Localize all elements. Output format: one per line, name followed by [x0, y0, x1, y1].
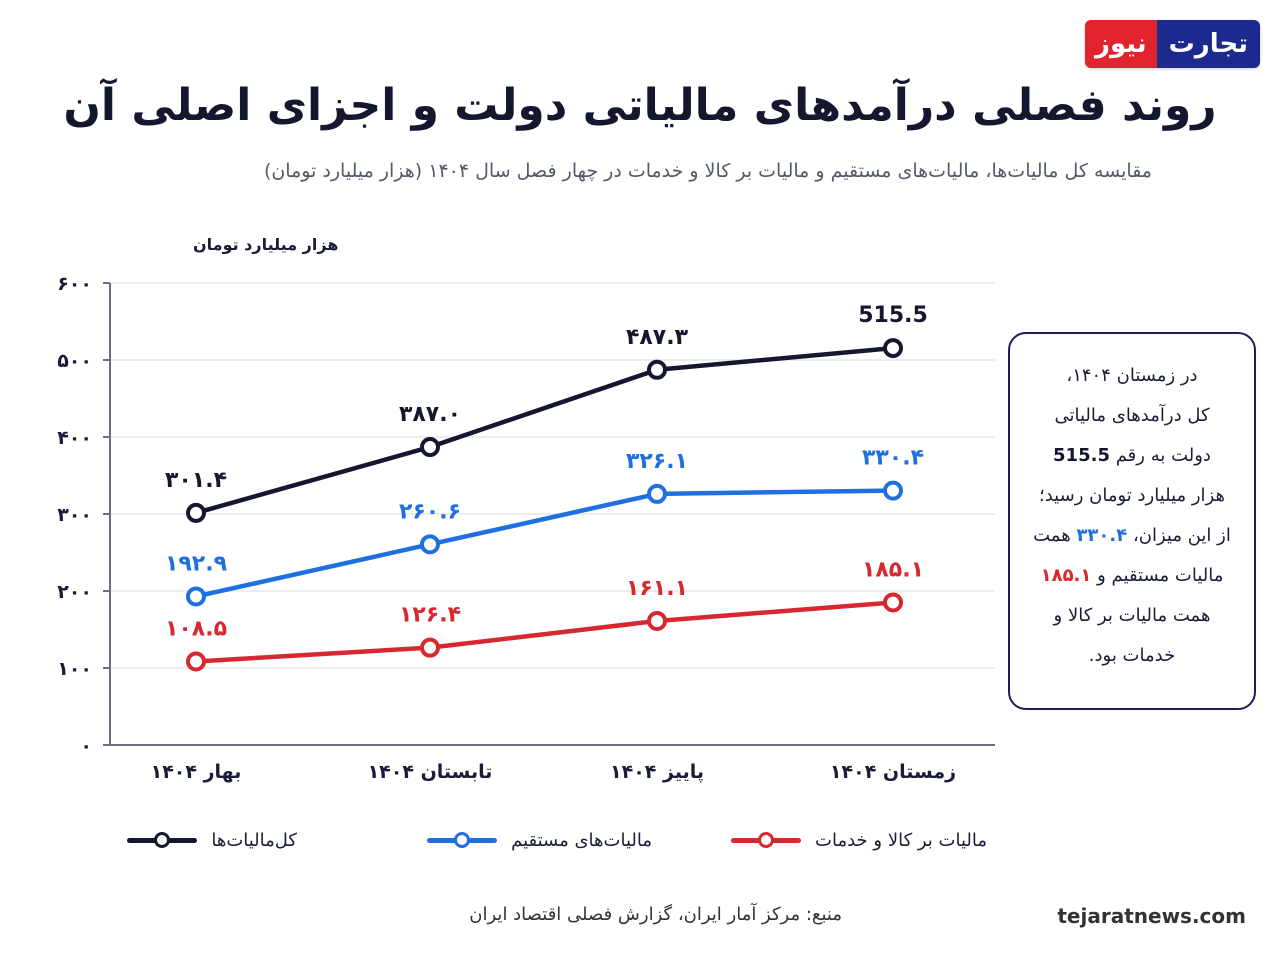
y-tick-label: ۰	[80, 735, 92, 757]
page-subtitle: مقایسه کل مالیات‌ها، مالیات‌های مستقیم و…	[263, 160, 1152, 182]
y-tick-label: ۶۰۰	[57, 273, 92, 295]
data-point-goods	[647, 610, 667, 631]
callout-goods-value: ۱۸۵.۱	[1040, 565, 1092, 586]
data-point-goods	[883, 592, 903, 613]
legend-item-direct: مالیات‌های مستقیم	[427, 820, 652, 860]
data-label-goods: ۱۶۱.۱	[626, 576, 688, 601]
data-label-total: ۴۸۷.۳	[626, 325, 689, 350]
y-axis-title: هزار میلیارد تومان	[193, 235, 338, 254]
y-tick-label: ۲۰۰	[57, 581, 92, 603]
x-tick-label: تابستان ۱۴۰۴	[368, 761, 493, 783]
logo-part-news: نیوز	[1084, 20, 1157, 68]
data-label-direct: ۲۶۰.۶	[399, 499, 461, 524]
page-title: روند فصلی درآمدهای مالیاتی دولت و اجزای …	[63, 80, 1217, 131]
data-label-direct: ۱۹۲.۹	[165, 551, 227, 576]
x-tick-label: بهار ۱۴۰۴	[151, 761, 242, 783]
data-point-total	[647, 359, 667, 380]
callout-line-6: مالیات مستقیم و ۱۸۵.۱	[1040, 565, 1224, 586]
brand-logo: نیوز تجارت	[1084, 20, 1260, 68]
legend-label-direct: مالیات‌های مستقیم	[511, 829, 652, 851]
data-point-goods	[186, 651, 206, 672]
callout-box: در زمستان ۱۴۰۴، کل درآمدهای مالیاتی دولت…	[1008, 332, 1256, 710]
data-label-goods: ۱۰۸.۵	[165, 616, 227, 641]
callout-direct-value: ۳۳۰.۴	[1076, 525, 1128, 546]
data-label-goods: ۱۸۵.۱	[862, 557, 924, 582]
data-point-total	[883, 338, 903, 359]
data-point-total	[420, 437, 440, 458]
data-label-total: ۳۸۷.۰	[399, 402, 461, 427]
legend-item-total: کل‌مالیات‌ها	[127, 820, 297, 860]
data-point-direct	[420, 534, 440, 555]
data-point-direct	[883, 480, 903, 501]
data-point-goods	[420, 637, 440, 658]
legend-item-goods: مالیات بر کالا و خدمات	[731, 820, 987, 860]
callout-line-4: هزار میلیارد تومان رسید؛	[1039, 485, 1225, 506]
site-url[interactable]: tejaratnews.com	[1057, 904, 1246, 928]
callout-line-1: در زمستان ۱۴۰۴،	[1066, 365, 1198, 386]
data-label-goods: ۱۲۶.۴	[399, 603, 461, 628]
y-tick-label: ۵۰۰	[57, 350, 92, 372]
callout-line-3: دولت به رقم 515.5	[1053, 445, 1211, 466]
data-label-direct: ۳۲۶.۱	[626, 449, 688, 474]
legend-label-goods: مالیات بر کالا و خدمات	[815, 829, 987, 851]
data-point-total	[186, 502, 206, 523]
callout-line-5: از این میزان، ۳۳۰.۴ همت	[1033, 525, 1231, 546]
callout-total-value: 515.5	[1053, 445, 1110, 466]
data-label-total: ۳۰۱.۴	[165, 468, 227, 493]
logo-part-tejarat: تجارت	[1156, 20, 1260, 68]
legend-swatch-goods	[731, 832, 802, 848]
series-line-goods	[193, 600, 896, 664]
y-tick-label: ۱۰۰	[57, 658, 92, 680]
callout-line-7: همت مالیات بر کالا و	[1053, 605, 1211, 626]
data-label-direct: ۳۳۰.۴	[862, 446, 924, 471]
x-tick-label: پاییز ۱۴۰۴	[610, 761, 704, 783]
series-line-total	[193, 345, 896, 516]
source-note: منبع: مرکز آمار ایران، گزارش فصلی اقتصاد…	[469, 904, 842, 925]
data-label-total: 515.5	[858, 303, 928, 328]
legend-swatch-total	[127, 832, 198, 848]
legend-label-total: کل‌مالیات‌ها	[211, 829, 297, 851]
callout-line-2: کل درآمدهای مالیاتی	[1054, 405, 1210, 426]
callout-line-8: خدمات بود.	[1088, 645, 1176, 666]
y-tick-label: ۴۰۰	[57, 427, 92, 449]
legend-swatch-direct	[427, 832, 498, 848]
data-point-direct	[647, 483, 667, 504]
x-tick-label: زمستان ۱۴۰۴	[830, 761, 956, 783]
y-tick-label: ۳۰۰	[57, 504, 92, 526]
data-point-direct	[186, 586, 206, 607]
series-line-direct	[193, 488, 896, 599]
